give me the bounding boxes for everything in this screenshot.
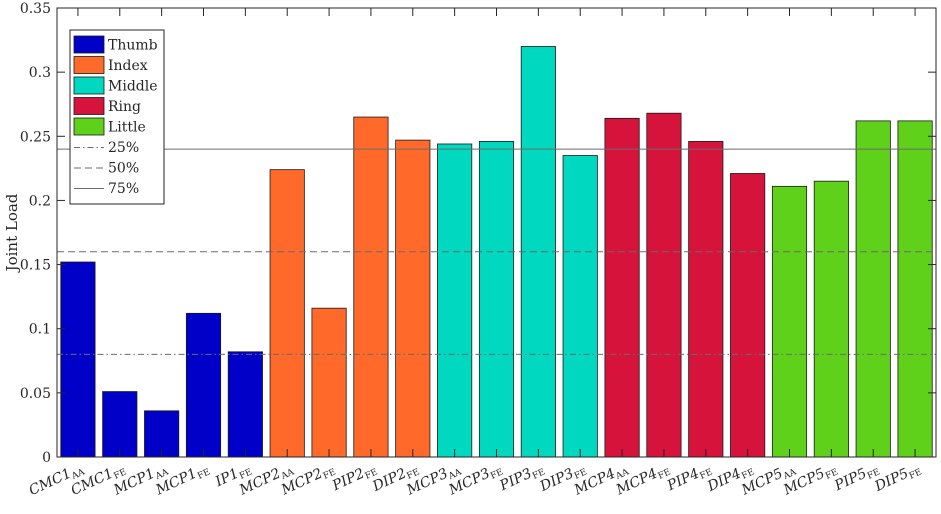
- legend-label-ring: Ring: [108, 99, 141, 115]
- bar-mcp3-aa: [437, 143, 473, 458]
- bar-mcp3-fe: [478, 141, 515, 458]
- bar-mcp5-fe: [813, 180, 849, 458]
- bar-mcp5-aa: [771, 185, 808, 458]
- bar-mcp4-aa: [604, 117, 640, 458]
- legend-label-75pct: 75%: [108, 181, 139, 197]
- bar-pip5-fe: [855, 120, 891, 458]
- x-category-label: MCP1FE: [153, 460, 212, 500]
- bar-mcp2-aa: [269, 169, 305, 458]
- x-category-label: DIP5FE: [872, 460, 924, 497]
- legend-swatch-little: [73, 117, 105, 136]
- bar-mcp1-fe: [185, 312, 222, 458]
- bar-dip5-fe: [897, 120, 933, 458]
- y-tick-label: 0: [42, 450, 51, 466]
- bar-dip4-fe: [730, 173, 766, 458]
- x-category-label: PIP4FE: [664, 460, 714, 496]
- x-category-label: PIP2FE: [329, 460, 379, 496]
- y-axis-title: Joint Load: [3, 193, 21, 273]
- y-tick-label: 0.2: [29, 193, 51, 209]
- x-category-label: MCP3FE: [446, 460, 505, 500]
- x-category-label: MCP5FE: [780, 460, 839, 500]
- x-category-label: PIP5FE: [831, 460, 881, 496]
- bar-ip1-fe: [227, 351, 263, 458]
- bar-pip3-fe: [520, 46, 556, 458]
- y-tick-label: 0.15: [20, 258, 51, 274]
- legend-label-25pct: 25%: [108, 140, 139, 156]
- legend-swatch-ring: [73, 97, 105, 115]
- bar-mcp2-fe: [311, 307, 347, 458]
- x-category-label: MCP2FE: [278, 460, 337, 500]
- legend-label-middle: Middle: [108, 79, 158, 95]
- x-category-label: PIP3FE: [497, 460, 547, 496]
- legend-label-little: Little: [108, 120, 146, 136]
- legend-label-index: Index: [108, 58, 148, 74]
- bar-dip2-fe: [395, 139, 431, 458]
- legend-swatch-index: [73, 56, 105, 74]
- y-tick-label: 0.05: [20, 386, 51, 402]
- legend-label-thumb: Thumb: [108, 38, 158, 54]
- y-tick-label: 0.35: [20, 1, 51, 17]
- bar-dip3-fe: [562, 155, 598, 458]
- legend-label-50pct: 50%: [108, 161, 139, 177]
- y-tick-label: 0.25: [20, 129, 51, 145]
- bar-pip2-fe: [353, 116, 389, 458]
- legend-box: [69, 29, 165, 205]
- bar-cmc1-fe: [102, 391, 138, 458]
- legend-swatch-middle: [73, 76, 105, 95]
- bar-mcp4-fe: [646, 112, 682, 458]
- y-tick-label: 0.3: [29, 65, 51, 81]
- legend-swatch-thumb: [73, 35, 105, 54]
- bar-pip4-fe: [688, 141, 724, 458]
- bar-cmc1-aa: [60, 261, 96, 458]
- y-tick-label: 0.1: [29, 322, 51, 338]
- x-category-label: MCP4FE: [613, 460, 672, 500]
